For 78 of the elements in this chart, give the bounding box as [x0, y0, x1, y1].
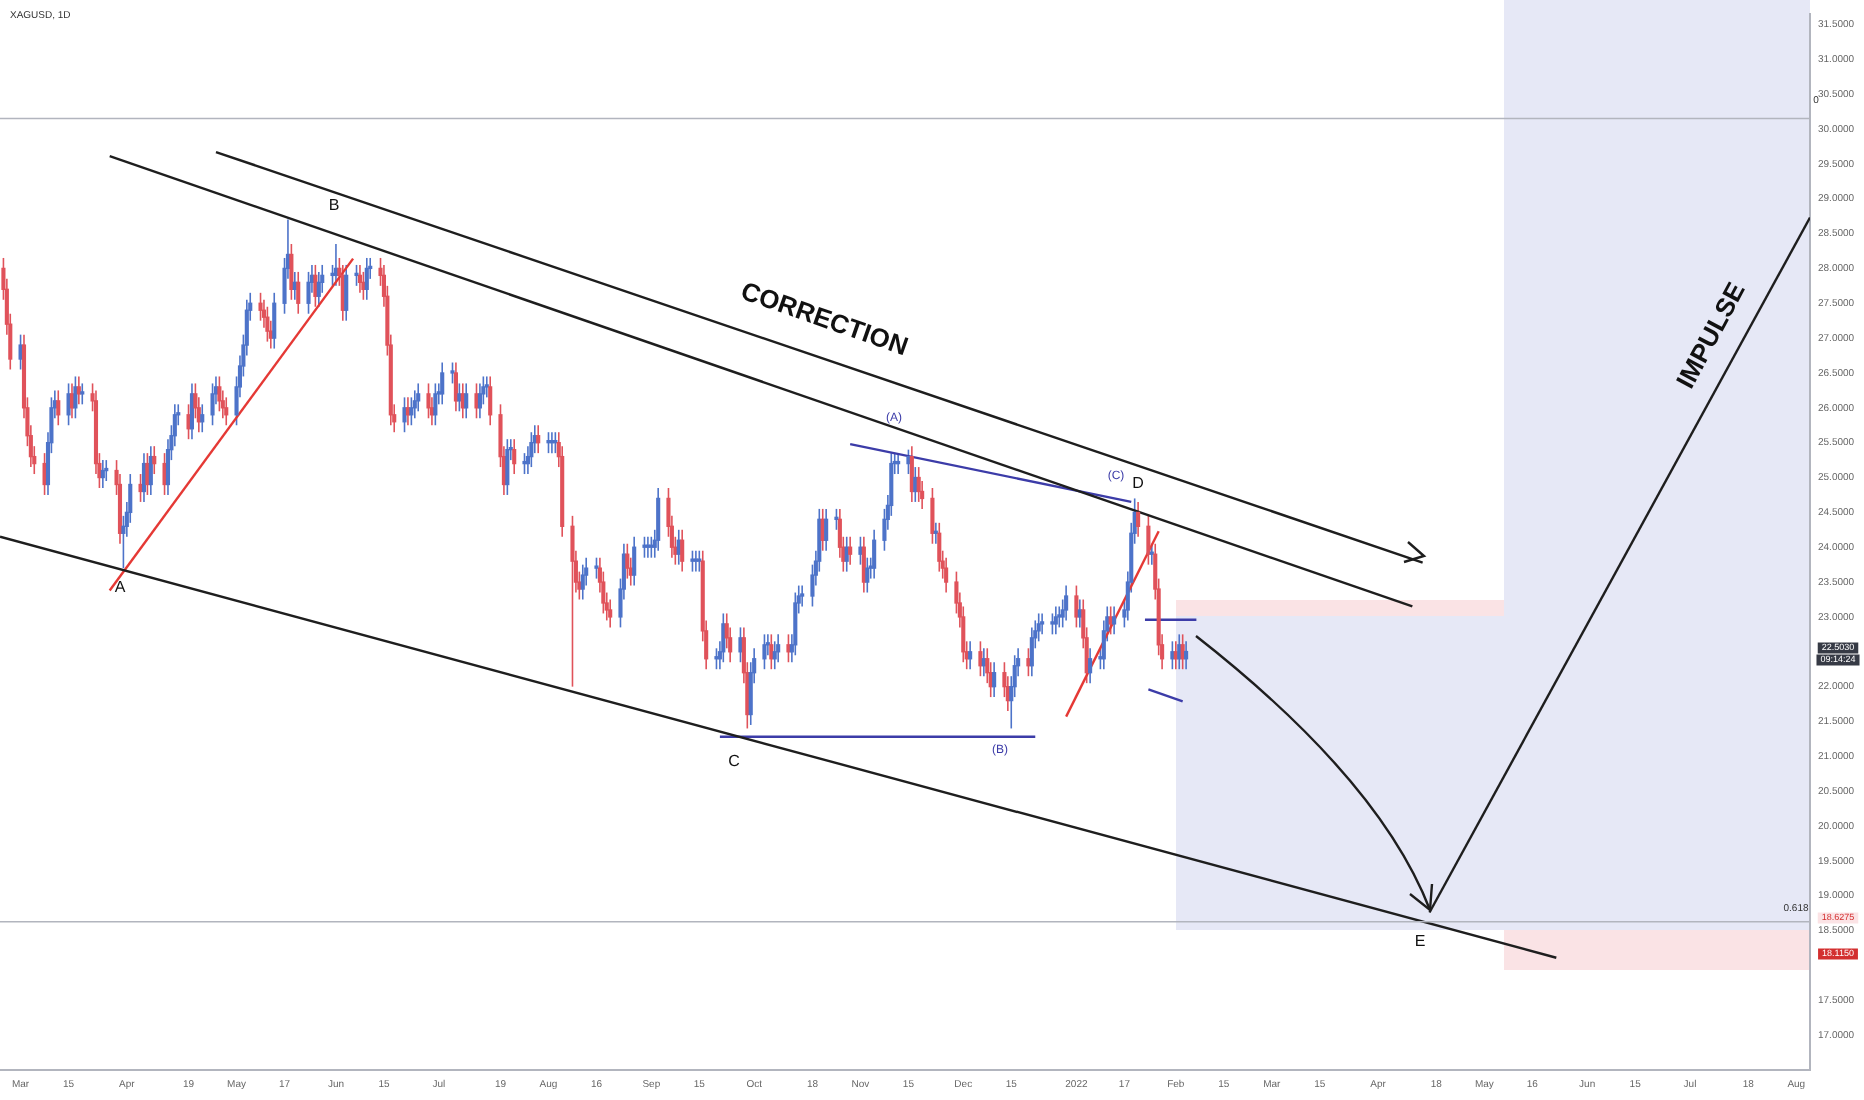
- candlestick: [100, 459, 105, 489]
- annotation: E: [1414, 932, 1426, 951]
- annotation: B: [328, 196, 340, 215]
- candlestick: [1136, 501, 1141, 538]
- candlestick: [316, 271, 321, 308]
- candlestick: [625, 542, 630, 580]
- candlestick: [656, 487, 661, 552]
- candlestick: [484, 375, 489, 399]
- candlestick: [148, 445, 153, 496]
- candlestick: [354, 264, 359, 287]
- candlestick: [200, 403, 205, 434]
- candlestick: [1029, 626, 1034, 677]
- candlestick: [800, 584, 805, 608]
- candlestick: [536, 424, 541, 454]
- candlestick: [488, 375, 493, 427]
- candlestick: [416, 382, 421, 413]
- candlestick: [313, 264, 318, 308]
- candlestick: [1170, 640, 1175, 671]
- candlestick: [570, 515, 575, 688]
- candlestick: [1064, 584, 1069, 622]
- candlestick: [1040, 612, 1045, 636]
- candlestick: [409, 396, 414, 427]
- candlestick: [1026, 647, 1031, 677]
- candlestick: [361, 271, 366, 301]
- candlestick: [793, 591, 798, 657]
- candlestick: [1036, 612, 1041, 643]
- candlestick: [1112, 605, 1117, 636]
- candlestick: [80, 382, 85, 406]
- candlestick: [1050, 612, 1055, 636]
- candlestick: [906, 448, 911, 475]
- candlestick: [776, 633, 781, 664]
- candlestick: [402, 396, 407, 434]
- candlestick: [272, 292, 277, 350]
- candlestick: [738, 626, 743, 664]
- candlestick: [162, 452, 167, 496]
- candlestick: [1177, 633, 1182, 671]
- candlestick: [762, 633, 767, 671]
- candlestick: [344, 264, 349, 322]
- annotation: A: [114, 578, 127, 597]
- candlestick: [594, 556, 599, 580]
- candlestick: [580, 563, 585, 601]
- candlestick: [944, 556, 949, 594]
- candlestick: [968, 640, 973, 671]
- candlestick: [145, 452, 150, 496]
- candlestick: [464, 382, 469, 420]
- candlestick: [1088, 647, 1093, 684]
- candlestick: [721, 612, 726, 664]
- candlestick: [265, 305, 270, 343]
- candlestick: [632, 535, 637, 587]
- candlestick: [848, 535, 853, 566]
- candlestick: [224, 396, 229, 427]
- candlestick: [1057, 605, 1062, 629]
- candlestick: [474, 382, 479, 420]
- candlestick: [772, 640, 777, 671]
- candlestick: [529, 431, 534, 468]
- candlestick: [76, 375, 81, 406]
- candlestick: [73, 375, 78, 420]
- candlestick: [1053, 605, 1058, 636]
- candlestick: [457, 382, 462, 413]
- candlestick: [680, 529, 685, 573]
- candlestick: [186, 403, 191, 440]
- candlestick: [992, 661, 997, 698]
- candlestick: [512, 438, 517, 475]
- candlestick: [872, 529, 877, 580]
- candlestick: [978, 640, 983, 677]
- annotation: D: [1132, 474, 1145, 493]
- candlestick: [306, 271, 311, 315]
- candlestick: [217, 375, 222, 413]
- annotation: C: [728, 752, 741, 771]
- candlestick: [364, 257, 369, 301]
- candlestick: [608, 598, 613, 629]
- candlestick: [769, 633, 774, 671]
- candlestick: [450, 361, 455, 385]
- candlestick: [258, 292, 263, 322]
- candlestick: [858, 535, 863, 566]
- candlestick: [210, 382, 215, 427]
- candlestick: [1184, 640, 1189, 671]
- candlestick: [426, 382, 431, 420]
